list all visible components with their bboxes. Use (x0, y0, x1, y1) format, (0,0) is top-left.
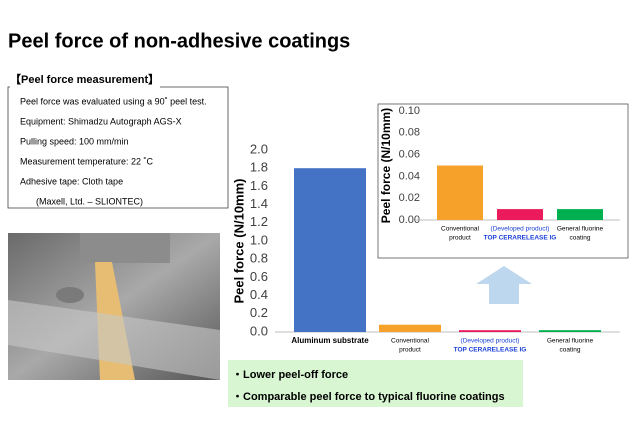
bar (294, 168, 366, 332)
x-tick-label: product (399, 347, 421, 354)
x-tick-label: General fluorine (547, 338, 594, 345)
y-tick-label: 2.0 (250, 141, 268, 156)
x-tick-label: product (449, 235, 471, 242)
y-tick-label: 0.2 (250, 305, 268, 320)
x-tick-label: coating (560, 347, 581, 354)
y-tick-label: 0.8 (250, 251, 268, 266)
y-tick-label: 0.6 (250, 269, 268, 284)
y-tick-label: 0.06 (399, 149, 420, 161)
measurement-line: Measurement temperature: 22 ˚C (20, 156, 154, 166)
x-tick-label: TOP CERARELEASE IG (484, 235, 557, 242)
photo (8, 233, 220, 380)
x-tick-label: Conventional (391, 338, 429, 345)
y-tick-label: 1.4 (250, 196, 268, 211)
y-tick-label: 0.0 (250, 323, 268, 338)
bar (557, 209, 603, 220)
measurement-heading: 【Peel force measurement】 (10, 73, 159, 86)
y-tick-label: 1.6 (250, 178, 268, 193)
inset-frame (377, 103, 629, 259)
y-axis-label: Peel force (N/10mm) (379, 108, 393, 223)
x-tick-label: Conventional (441, 226, 479, 233)
measurement-line: Peel force was evaluated using a 90˚ pee… (20, 96, 207, 106)
y-tick-label: 0.02 (399, 192, 420, 204)
bar (539, 330, 601, 332)
photo-clamp (80, 233, 170, 263)
x-tick-label: General fluorine (557, 226, 604, 233)
bar (459, 330, 521, 332)
bar (379, 324, 441, 332)
measurement-line: Equipment: Shimadzu Autograph AGS-X (20, 116, 182, 126)
x-tick-label: TOP CERARELEASE IG (454, 347, 527, 354)
y-tick-label: 0.04 (399, 170, 420, 182)
bar (497, 209, 543, 220)
x-tick-label: (Developed product) (491, 226, 550, 233)
arrow (476, 266, 532, 304)
y-tick-label: 0.4 (250, 287, 268, 302)
y-axis-label: Peel force (N/10mm) (231, 179, 246, 304)
summary-line: ・Comparable peel force to typical fluori… (232, 391, 505, 403)
measurement-line: (Maxell, Ltd. – SLIONTEC) (36, 196, 143, 206)
y-tick-label: 1.2 (250, 214, 268, 229)
summary-box (228, 360, 523, 407)
y-tick-label: 0.08 (399, 127, 420, 139)
photo-plate (8, 300, 220, 380)
measurement-line: Adhesive tape: Cloth tape (20, 176, 123, 186)
y-tick-label: 1.8 (250, 160, 268, 175)
y-tick-label: 0.00 (399, 214, 420, 226)
y-tick-label: 0.10 (399, 105, 420, 117)
summary-line: ・Lower peel-off force (232, 369, 348, 381)
measurement-line: Pulling speed: 100 mm/min (20, 136, 129, 146)
x-tick-label: coating (570, 235, 591, 242)
heading-bg (10, 72, 160, 88)
y-tick-label: 1.0 (250, 232, 268, 247)
slide-title: Peel force of non-adhesive coatings (8, 30, 350, 52)
bar (437, 165, 483, 220)
photo-nut (56, 287, 84, 303)
measurement-box (7, 86, 229, 209)
x-tick-label: (Developed product) (461, 338, 520, 345)
x-tick-label: Aluminum substrate (291, 336, 369, 345)
